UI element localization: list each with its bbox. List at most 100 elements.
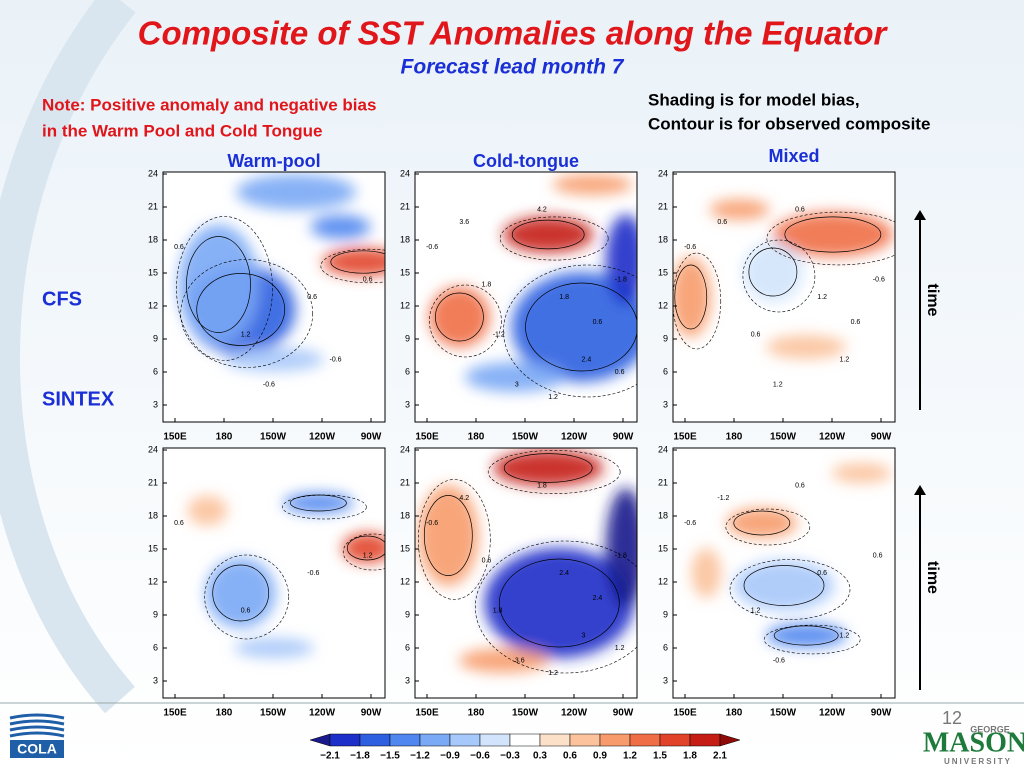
contour xyxy=(204,554,289,640)
x-tick-label: 90W xyxy=(361,432,382,443)
panel-frame xyxy=(672,447,896,699)
contour-label: 1.2 xyxy=(751,607,761,614)
y-tick-label: 21 xyxy=(658,477,668,487)
shade xyxy=(766,623,847,648)
colorbar-label: −0.3 xyxy=(500,751,520,762)
contour xyxy=(773,625,839,646)
shade xyxy=(511,272,637,382)
contour-label: 1.2 xyxy=(773,381,783,388)
contour-label: -0.6 xyxy=(684,520,696,527)
subtitle: Forecast lead month 7 xyxy=(401,56,625,79)
contour-label: 4.2 xyxy=(537,206,547,213)
arrow-head xyxy=(914,485,926,495)
colorbar-label: 1.5 xyxy=(653,751,667,762)
shade xyxy=(178,224,259,345)
shade xyxy=(742,242,803,302)
y-tick-label: 6 xyxy=(405,366,410,376)
x-tick-label: 180 xyxy=(216,432,233,443)
x-tick-label: 90W xyxy=(871,708,892,719)
contour xyxy=(743,565,825,606)
y-tick-label: 9 xyxy=(153,333,158,343)
panel-frame xyxy=(414,171,638,423)
contour xyxy=(475,540,637,674)
contour xyxy=(330,250,385,274)
shade xyxy=(552,174,633,195)
colorbar-box xyxy=(479,733,511,747)
x-tick-label: 150W xyxy=(512,708,539,719)
colorbar-box xyxy=(389,733,421,747)
colorbar-box xyxy=(599,733,631,747)
contour xyxy=(176,216,273,361)
contour xyxy=(499,216,609,261)
shade xyxy=(224,347,324,372)
contour xyxy=(429,284,502,358)
contour-label: -0.6 xyxy=(426,244,438,251)
title: Composite of SST Anomalies along the Equ… xyxy=(138,15,889,52)
contour-label: 0.6 xyxy=(795,206,805,213)
contour-label: 0.6 xyxy=(307,294,317,301)
y-tick-label: 9 xyxy=(153,609,158,619)
y-tick-label: 18 xyxy=(658,234,668,244)
colorbar-label: 0.6 xyxy=(563,751,577,762)
shade xyxy=(734,560,834,611)
contour xyxy=(320,248,385,284)
y-tick-label: 15 xyxy=(400,543,410,553)
contour xyxy=(180,259,313,368)
contour-label: -0.6 xyxy=(873,276,885,283)
colorbar-box xyxy=(569,733,601,747)
contour-label: -0.6 xyxy=(773,657,785,664)
contour xyxy=(423,495,473,576)
contour-label: 1.8 xyxy=(559,294,569,301)
y-tick-label: 6 xyxy=(405,642,410,652)
shade xyxy=(342,533,385,563)
y-tick-label: 9 xyxy=(405,333,410,343)
x-tick-label: 150W xyxy=(770,432,797,443)
colorbar-box xyxy=(659,733,691,747)
shade xyxy=(429,287,490,347)
x-tick-label: 180 xyxy=(468,708,485,719)
shade xyxy=(605,488,637,608)
row-label: SINTEX xyxy=(42,388,115,410)
x-tick-label: 120W xyxy=(561,708,588,719)
y-tick-label: 18 xyxy=(148,510,158,520)
contour-label: 1.2 xyxy=(615,645,625,652)
contour-label: 1.2 xyxy=(840,632,850,639)
colorbar-end xyxy=(719,733,741,747)
contour-label: 0.6 xyxy=(717,219,727,226)
panel-bg xyxy=(163,448,385,698)
x-tick-label: 90W xyxy=(613,432,634,443)
column-header: Mixed xyxy=(768,146,819,166)
y-tick-label: 9 xyxy=(663,333,668,343)
shade xyxy=(464,362,565,392)
x-tick-label: 150E xyxy=(163,432,187,443)
contour xyxy=(748,247,798,297)
contour-label: 2.4 xyxy=(559,570,569,577)
shade xyxy=(283,493,354,513)
cola-logo: COLA xyxy=(9,713,65,758)
contour-label: 0.6 xyxy=(873,552,883,559)
panel: 0.6 1.2 0.6 -0.6 xyxy=(163,448,385,698)
contour xyxy=(435,292,484,342)
contour xyxy=(733,510,791,536)
y-tick-label: 3 xyxy=(153,675,158,685)
contour-label: 2.4 xyxy=(582,356,592,363)
contour-label: 1.8 xyxy=(537,482,547,489)
shade xyxy=(187,495,228,526)
shade xyxy=(831,463,892,483)
contour-label: 0.6 xyxy=(851,319,861,326)
y-tick-label: 24 xyxy=(400,168,410,178)
shading xyxy=(187,493,385,658)
contour xyxy=(282,494,367,520)
contour-label: 0.6 xyxy=(795,482,805,489)
y-tick-label: 18 xyxy=(400,234,410,244)
colorbar-box xyxy=(449,733,481,747)
y-tick-label: 21 xyxy=(658,201,668,211)
shading xyxy=(691,463,892,648)
y-tick-label: 24 xyxy=(658,444,668,454)
contour xyxy=(186,236,251,333)
contour-label: 3 xyxy=(515,381,519,388)
shade xyxy=(493,450,604,486)
contour xyxy=(487,450,621,494)
x-tick-label: 120W xyxy=(819,708,846,719)
colorbar-label: −0.6 xyxy=(470,751,490,762)
